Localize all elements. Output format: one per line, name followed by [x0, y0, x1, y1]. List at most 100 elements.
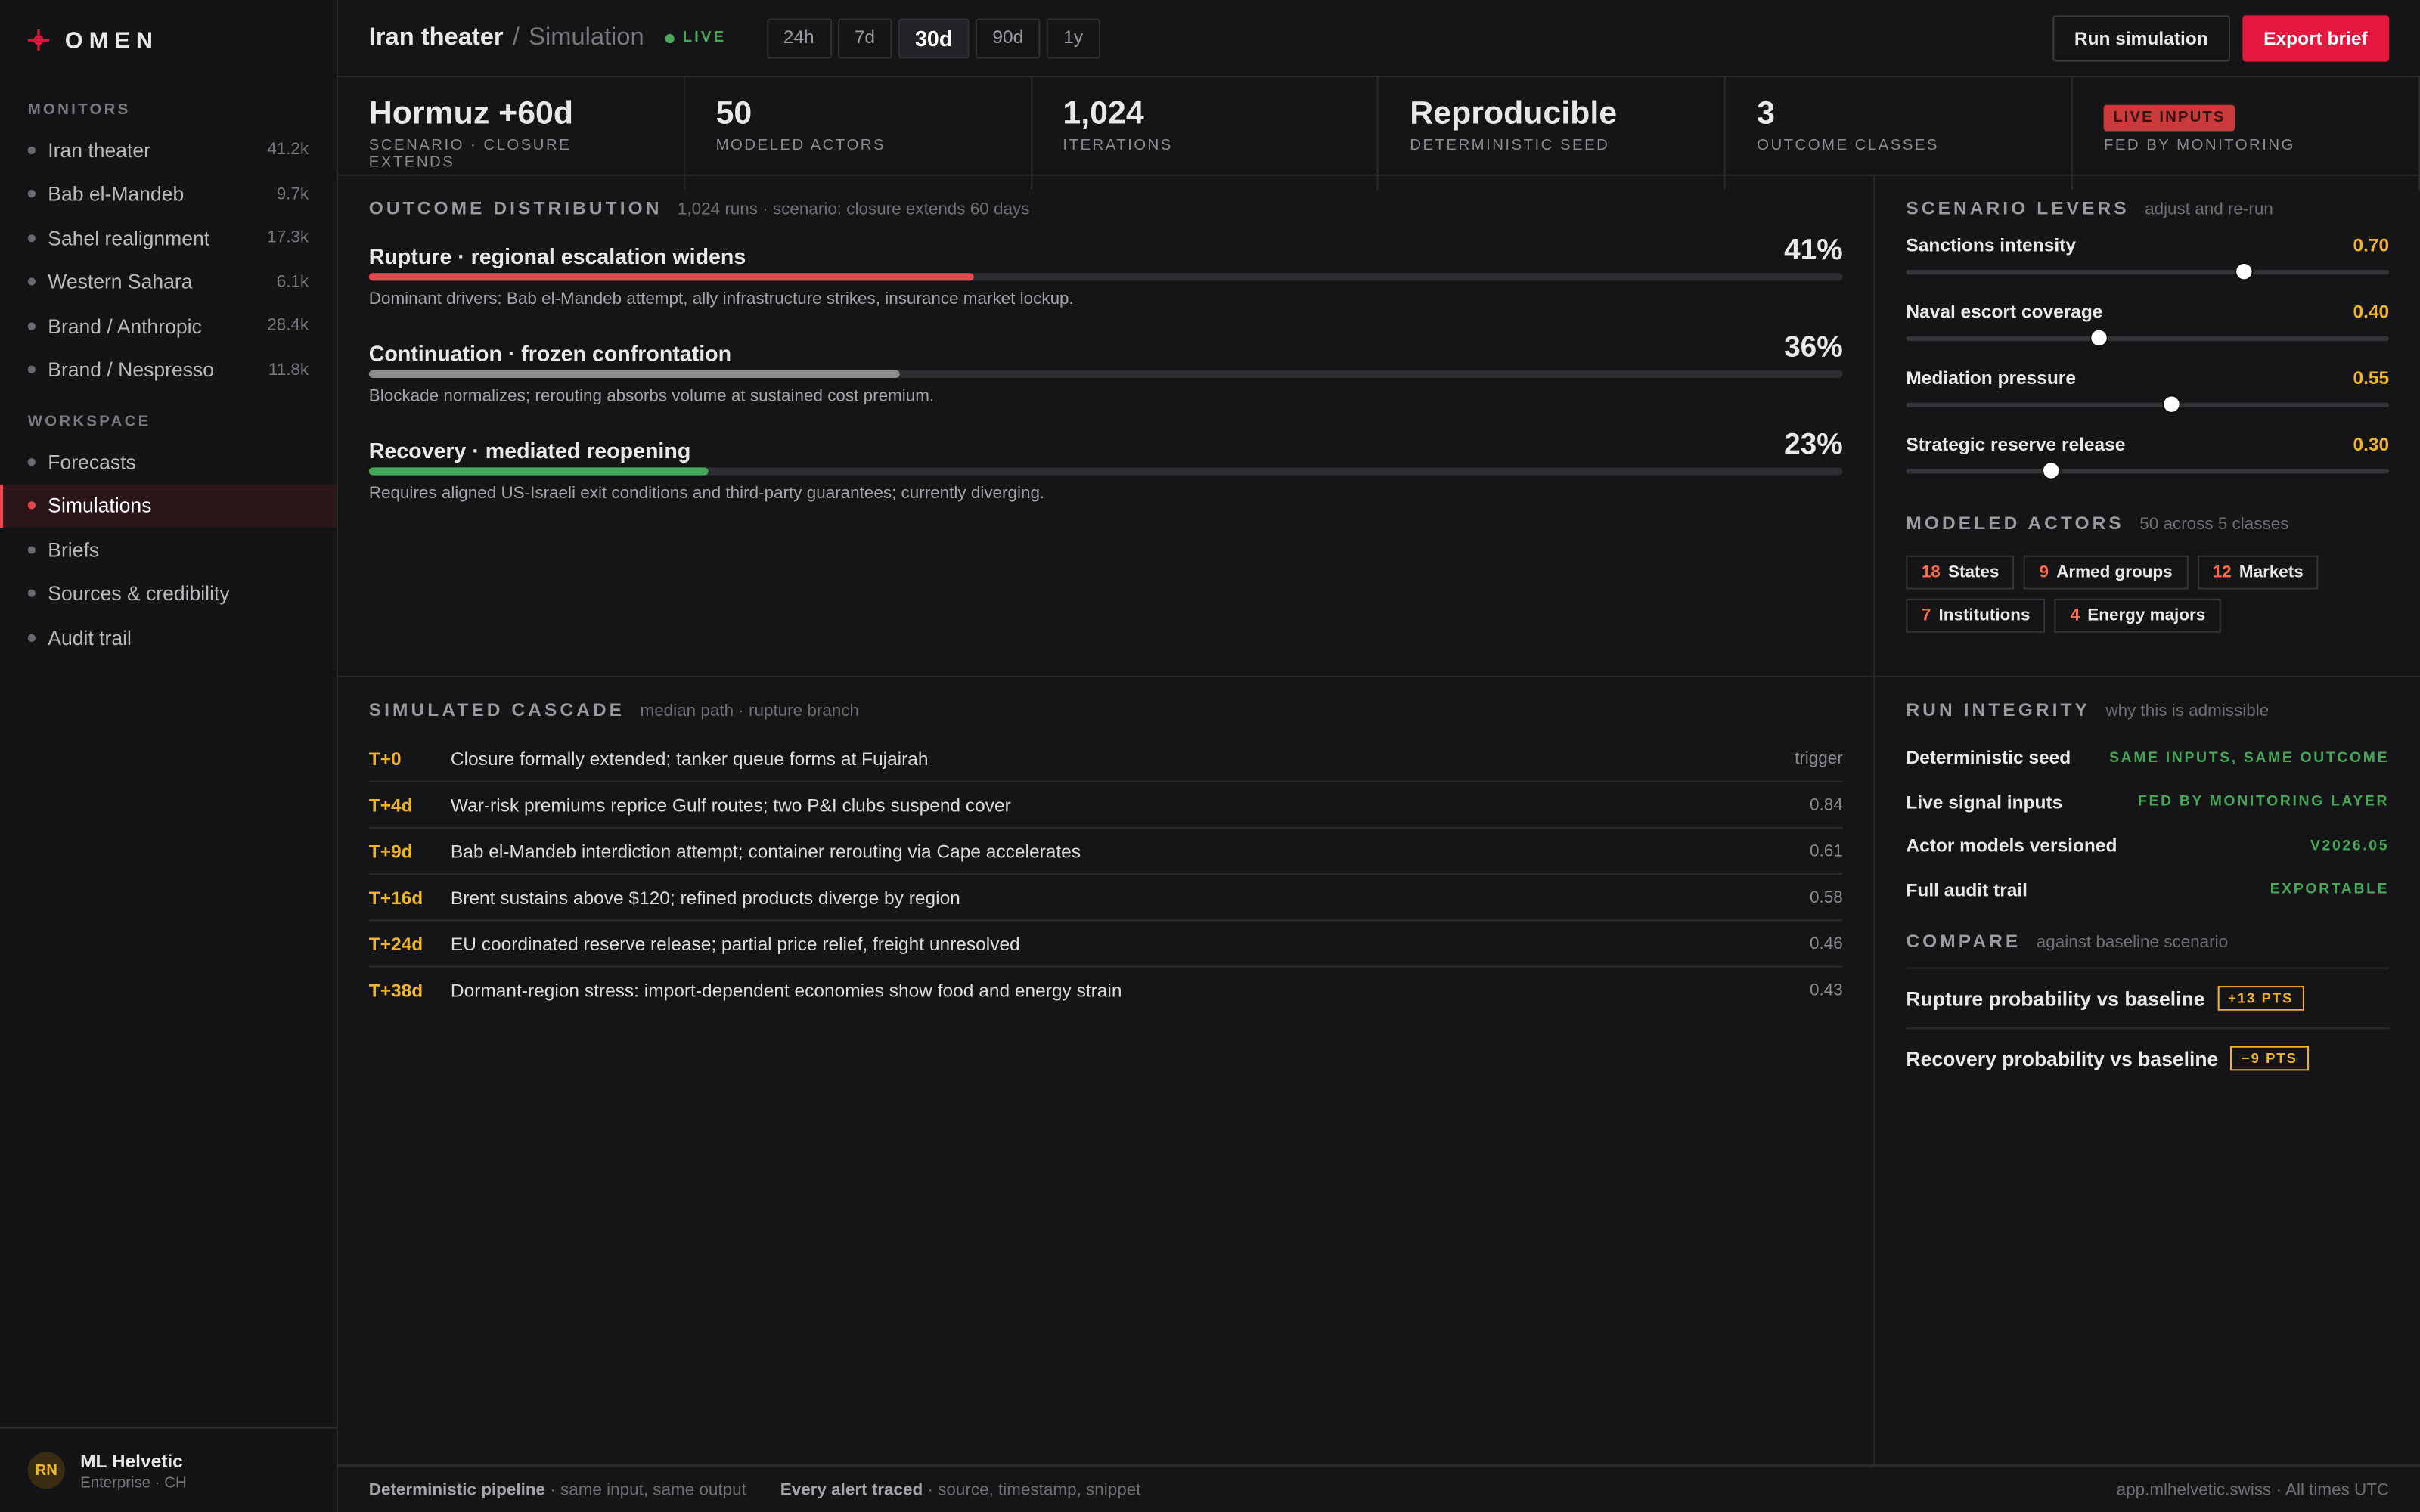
nav-item[interactable]: Brand / Nespresso 11.8k: [0, 348, 337, 392]
nav-label: Sources & credibility: [48, 581, 230, 606]
track: [368, 273, 1843, 281]
cascade-panel: SIMULATED CASCADE median path · rupture b…: [337, 677, 1874, 1466]
kpi: 50 MODELED ACTORS: [685, 77, 1032, 191]
nav-item[interactable]: Iran theater 41.2k: [0, 128, 337, 172]
cascade-event: Dormant-region stress: import-dependent …: [450, 978, 1122, 1001]
kpi-label: SCENARIO · CLOSURE EXTENDS: [368, 137, 572, 172]
dot: [27, 277, 36, 287]
outcome-share: 23%: [1784, 429, 1843, 462]
panel-note: against baseline scenario: [2036, 933, 2229, 953]
kpi-label: MODELED ACTORS: [715, 137, 886, 155]
footer-text: · source, timestamp, snippet: [927, 1480, 1141, 1499]
integrity-status: FED BY MONITORING LAYER: [2138, 793, 2390, 810]
integrity-status: V2026.05: [2310, 837, 2390, 855]
panel-title: SCENARIO LEVERS: [1906, 197, 2130, 219]
dot: [27, 146, 36, 154]
lever-name: Strategic reserve release: [1906, 433, 2126, 456]
nav-item[interactable]: Briefs: [0, 528, 337, 572]
chips: 18 States 9 Armed groups 12 Markets 7 Instituti…: [1906, 555, 2322, 633]
range-button[interactable]: 24h: [766, 17, 832, 58]
kpi-value: 3: [1757, 95, 1775, 132]
panel-header: COMPARE against baseline scenario: [1906, 931, 2389, 953]
nav-item[interactable]: Simulations: [0, 483, 337, 528]
nav-item[interactable]: Forecasts: [0, 440, 337, 484]
outcome-bar: [368, 467, 709, 476]
actor-chip: 7 Institutions: [1906, 598, 2046, 633]
outcome: Recovery · mediated reopening 23% Requires…: [368, 429, 1843, 503]
integrity-row: Full audit trail EXPORTABLE: [1906, 868, 2389, 912]
actor-count: 18: [1921, 562, 1941, 582]
cascade-event: Closure formally extended; tanker queue …: [450, 747, 929, 770]
range-button[interactable]: 90d: [975, 17, 1041, 58]
compare-gap: [1906, 912, 2389, 930]
cascade-time: T+16d: [368, 886, 424, 909]
lever-row: Sanctions intensity 0.70: [1906, 234, 2389, 256]
slider-track[interactable]: [1906, 328, 2390, 348]
footer-strong: Every alert traced: [780, 1480, 923, 1499]
nav-item[interactable]: Sources & credibility: [0, 572, 337, 615]
nav-label: Forecasts: [48, 450, 136, 474]
compare-label: Rupture probability vs baseline: [1906, 987, 2205, 1010]
cascade-score: 0.46: [1810, 934, 1843, 953]
range-button[interactable]: 7d: [837, 17, 892, 58]
outcome-row: Recovery · mediated reopening 23%: [369, 429, 1843, 463]
slider-thumb[interactable]: [2041, 461, 2061, 480]
action-button[interactable]: Export brief: [2242, 14, 2390, 61]
panel-header: RUN INTEGRITY why this is admissible: [1906, 699, 2389, 720]
nav-item[interactable]: Western Sahara 6.1k: [0, 260, 337, 304]
footer-right: app.mlhelvetic.swiss · All times UTC: [2116, 1480, 2390, 1499]
cascade-row: T+16d Brent sustains above $120; refined …: [368, 875, 1843, 922]
outcome-detail: Blockade normalizes; rerouting absorbs v…: [368, 387, 935, 406]
slider-thumb[interactable]: [2235, 262, 2254, 281]
kpi-label: ITERATIONS: [1063, 137, 1173, 155]
integrity-row: Live signal inputs FED BY MONITORING LAYE…: [1906, 780, 2389, 824]
lever-row: Strategic reserve release 0.30: [1906, 433, 2389, 455]
range-button[interactable]: 1y: [1046, 17, 1100, 58]
nav-label: Briefs: [48, 538, 100, 562]
actor-chip: 9 Armed groups: [2024, 555, 2189, 590]
footer: Deterministic pipeline · same input, sam…: [337, 1465, 2420, 1512]
lever-row: Naval escort coverage 0.40: [1906, 301, 2389, 323]
slider-track[interactable]: [1906, 461, 2390, 480]
outcome-row: Continuation · frozen confrontation 36%: [369, 332, 1843, 366]
live-status: LIVE: [666, 29, 726, 46]
nav-item[interactable]: Bab el-Mandeb 9.7k: [0, 172, 337, 216]
kpi: Hormuz +60d SCENARIO · CLOSURE EXTENDS: [338, 77, 685, 191]
nav-count: 6.1k: [276, 272, 309, 292]
slider-thumb[interactable]: [2162, 395, 2181, 414]
user[interactable]: RN ML Helvetic Enterprise · CH: [0, 1427, 337, 1512]
user-org: Enterprise · CH: [80, 1473, 187, 1492]
nav-item[interactable]: Audit trail: [0, 615, 337, 659]
integrity-row: Actor models versioned V2026.05: [1906, 824, 2389, 868]
nav-item[interactable]: Sahel realignment 17.3k: [0, 216, 337, 260]
dot: [27, 234, 36, 242]
cascade-score: 0.58: [1810, 888, 1843, 906]
nav-count: 17.3k: [267, 228, 309, 248]
panel-header: SCENARIO LEVERS adjust and re-run: [1906, 197, 2389, 219]
nav-count: 9.7k: [276, 184, 309, 203]
slider-track[interactable]: [1906, 262, 2390, 281]
cascade-score: trigger: [1795, 748, 1843, 768]
slider-thumb[interactable]: [2090, 328, 2109, 348]
slider-track[interactable]: [1906, 395, 2390, 414]
lever: Mediation pressure 0.55: [1906, 367, 2390, 414]
outcome-panel: OUTCOME DISTRIBUTION 1,024 runs · scenari…: [337, 176, 1874, 677]
lever-name: Naval escort coverage: [1906, 300, 2103, 323]
cascade-event: War-risk premiums reprice Gulf routes; t…: [450, 793, 1011, 816]
kpi-value: Hormuz +60d: [368, 95, 574, 132]
nav-label: Simulations: [48, 494, 152, 518]
integrity-status: SAME INPUTS, SAME OUTCOME: [2109, 749, 2390, 767]
range-button[interactable]: 30d: [898, 17, 970, 58]
action-button[interactable]: Run simulation: [2052, 14, 2230, 61]
footer-item: Deterministic pipeline · same input, sam…: [369, 1480, 746, 1498]
main: Iran theater / Simulation LIVE 24h 7d 30d 90d 1y…: [337, 0, 2420, 1512]
integrity-label: Actor models versioned: [1906, 835, 2118, 857]
kpi-strip: Hormuz +60d SCENARIO · CLOSURE EXTENDS 50 M…: [337, 77, 2420, 191]
dot: [27, 457, 36, 466]
panel-note: 1,024 runs · scenario: closure extends 6…: [677, 200, 1030, 219]
panel-title: RUN INTEGRITY: [1906, 699, 2090, 721]
integrity-panel: RUN INTEGRITY why this is admissible Deter…: [1873, 677, 2420, 1466]
nav-item[interactable]: Brand / Anthropic 28.4k: [0, 304, 337, 348]
lever-row: Mediation pressure 0.55: [1906, 367, 2389, 389]
dot: [27, 190, 36, 198]
